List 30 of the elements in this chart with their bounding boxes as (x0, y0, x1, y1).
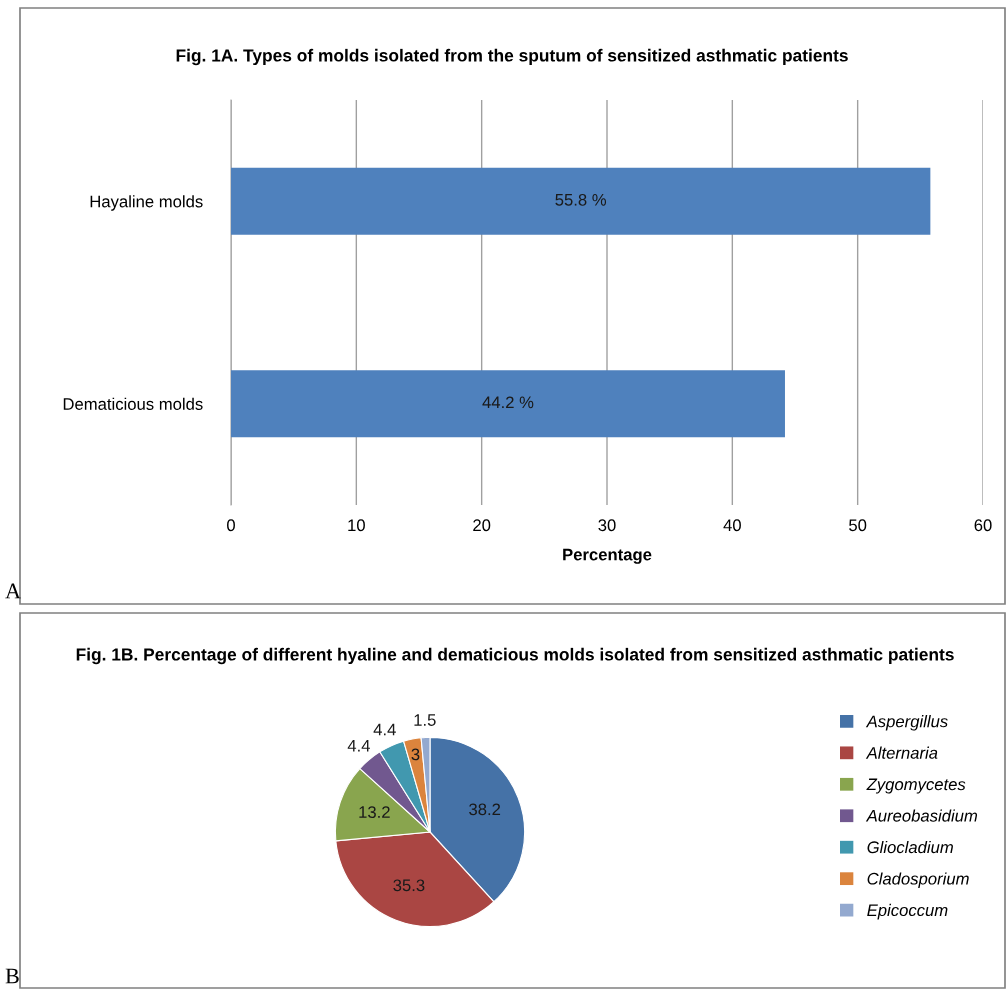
data-label: 55.8 % (555, 193, 607, 206)
legend-label: Aspergillus (865, 715, 948, 731)
text: B (5, 968, 19, 984)
x-tick-label: 20 (473, 519, 491, 532)
data-label: 38.2 (469, 803, 501, 816)
x-tick-label: 60 (974, 519, 992, 532)
y-tick-label: Hayaline molds (90, 195, 203, 211)
data-label: 1.5 (414, 714, 436, 726)
legend-label: Aureobasidium (865, 809, 978, 822)
data-label: 13.2 (359, 806, 390, 818)
chart-title: Fig. 1B. Percentage of different hyaline and dematicious molds isolated from sensitized asthmatic patients (76, 647, 954, 665)
x-tick-label: 40 (723, 519, 741, 532)
data-label: 3 (411, 748, 420, 761)
x-axis-title: Percentage (563, 548, 652, 564)
data-label: 4.4 (373, 723, 396, 736)
legend-label: Zygomycetes (866, 778, 966, 794)
data-label: 4.4 (347, 739, 370, 752)
x-tick-label: 30 (598, 519, 616, 532)
legend-label: Cladosporium (867, 872, 969, 888)
y-tick-label: Dematicious molds (63, 397, 203, 410)
data-label: 35.3 (393, 879, 425, 892)
legend-label: Alternaria (865, 746, 938, 759)
legend-label: Gliocladium (867, 840, 953, 854)
x-tick-label: 50 (849, 519, 867, 532)
chart-title: Fig. 1A. Types of molds isolated from the sputum of sensitized asthmatic patients (176, 48, 848, 66)
data-label: 44.2 % (482, 396, 534, 409)
x-tick-label: 0 (227, 519, 235, 532)
x-tick-label: 10 (348, 519, 365, 532)
text: A (5, 583, 21, 599)
legend-label: Epicoccum (867, 903, 948, 920)
